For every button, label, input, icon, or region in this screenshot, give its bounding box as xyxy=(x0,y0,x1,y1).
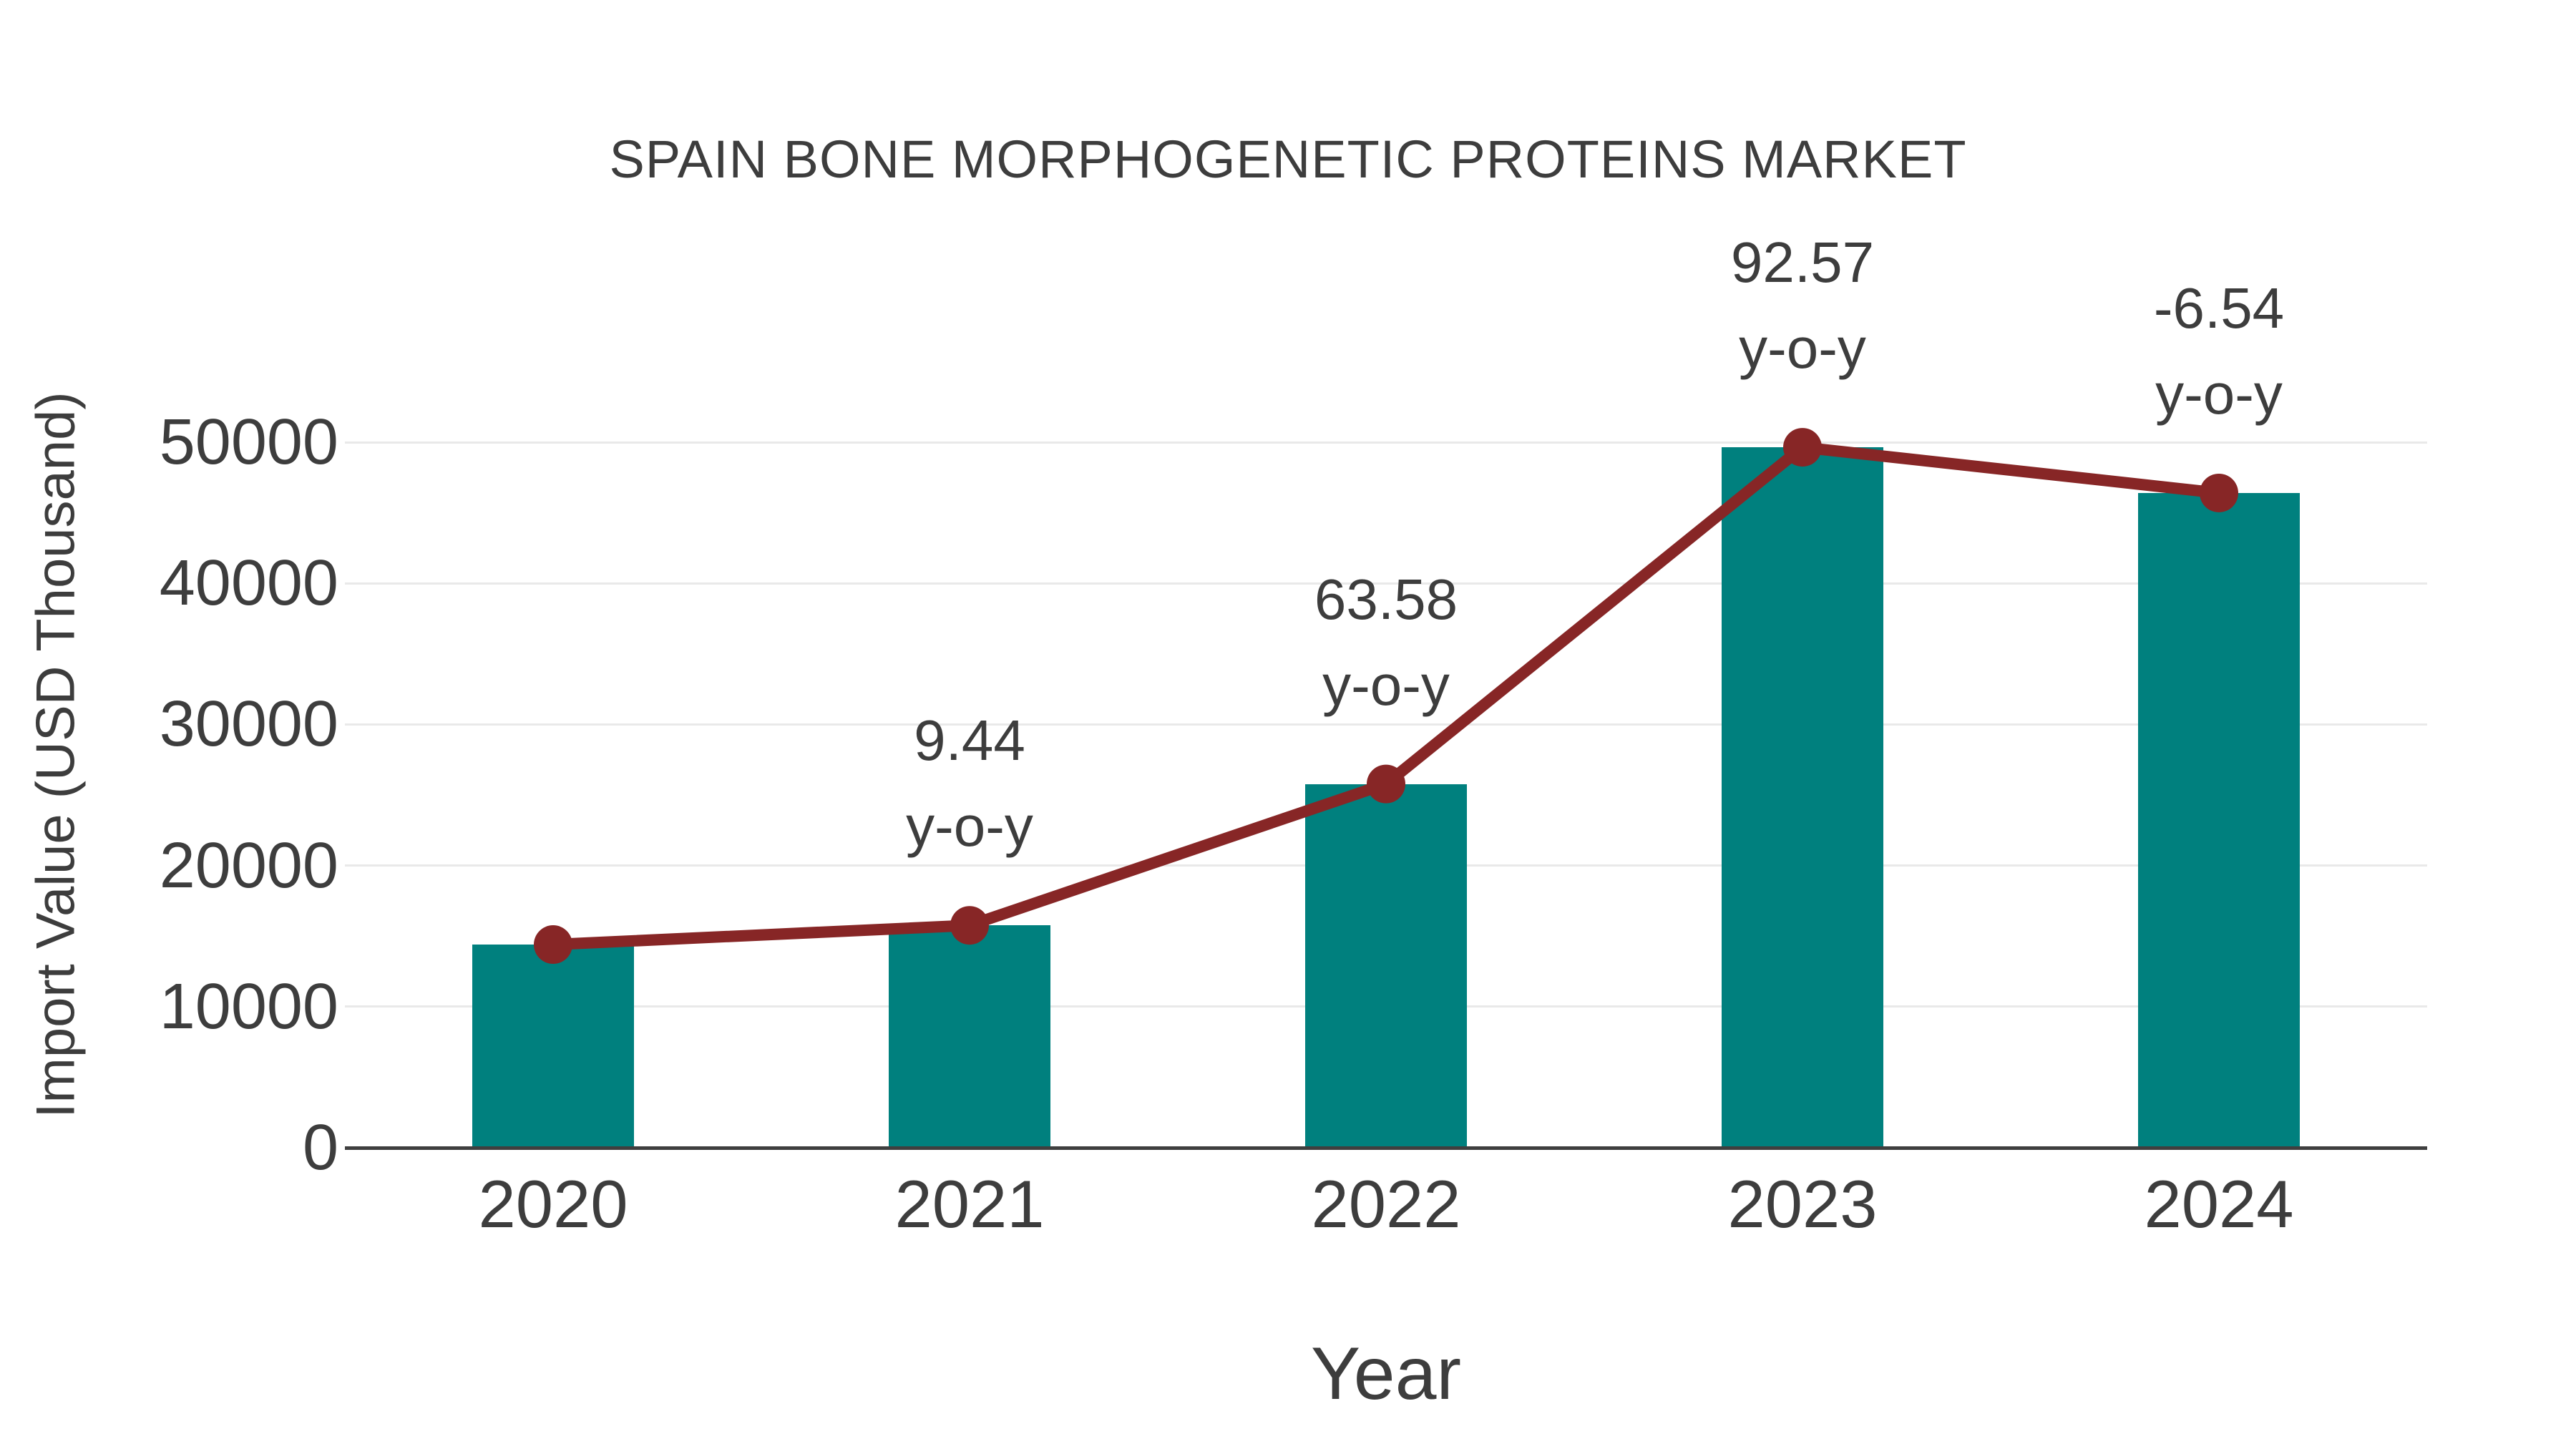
yoy-annotation-2021: 9.44 y-o-y xyxy=(741,698,1199,869)
yoy-annotation-2022: 63.58 y-o-y xyxy=(1157,557,1615,728)
bar-2023 xyxy=(1722,447,1883,1148)
y-tick-label: 30000 xyxy=(159,688,338,761)
x-tick-label-2020: 2020 xyxy=(478,1166,628,1241)
bar-2020 xyxy=(472,945,634,1148)
y-tick-label: 10000 xyxy=(159,970,338,1043)
y-tick-label: 40000 xyxy=(159,547,338,620)
yoy-annotation-suffix: y-o-y xyxy=(906,794,1033,859)
x-axis-line xyxy=(345,1146,2427,1150)
x-tick-label-2022: 2022 xyxy=(1311,1166,1461,1241)
yoy-annotation-value: -6.54 xyxy=(2153,276,2285,340)
bar-2022 xyxy=(1305,784,1467,1148)
x-tick-label-2021: 2021 xyxy=(894,1166,1045,1241)
y-tick-label: 0 xyxy=(302,1112,338,1184)
y-tick-label: 20000 xyxy=(159,829,338,902)
x-tick-label-2023: 2023 xyxy=(1727,1166,1878,1241)
yoy-annotation-value: 63.58 xyxy=(1314,567,1458,631)
yoy-annotation-2024: -6.54 y-o-y xyxy=(1990,265,2448,437)
x-axis-title: Year xyxy=(1310,1332,1462,1415)
gridline-50000 xyxy=(345,441,2427,444)
yoy-annotation-suffix: y-o-y xyxy=(1739,316,1866,381)
yoy-annotation-value: 9.44 xyxy=(914,708,1025,773)
yoy-annotation-suffix: y-o-y xyxy=(1322,653,1450,717)
y-tick-label: 50000 xyxy=(159,406,338,478)
yoy-annotation-value: 92.57 xyxy=(1730,230,1875,295)
x-tick-label-2024: 2024 xyxy=(2144,1166,2294,1241)
yoy-annotation-2023: 92.57 y-o-y xyxy=(1574,220,2031,391)
bar-2024 xyxy=(2138,492,2300,1148)
bar-2021 xyxy=(889,925,1050,1148)
chart-title: SPAIN BONE MORPHOGENETIC PROTEINS MARKET xyxy=(609,130,1967,189)
yoy-annotation-suffix: y-o-y xyxy=(2155,362,2283,426)
